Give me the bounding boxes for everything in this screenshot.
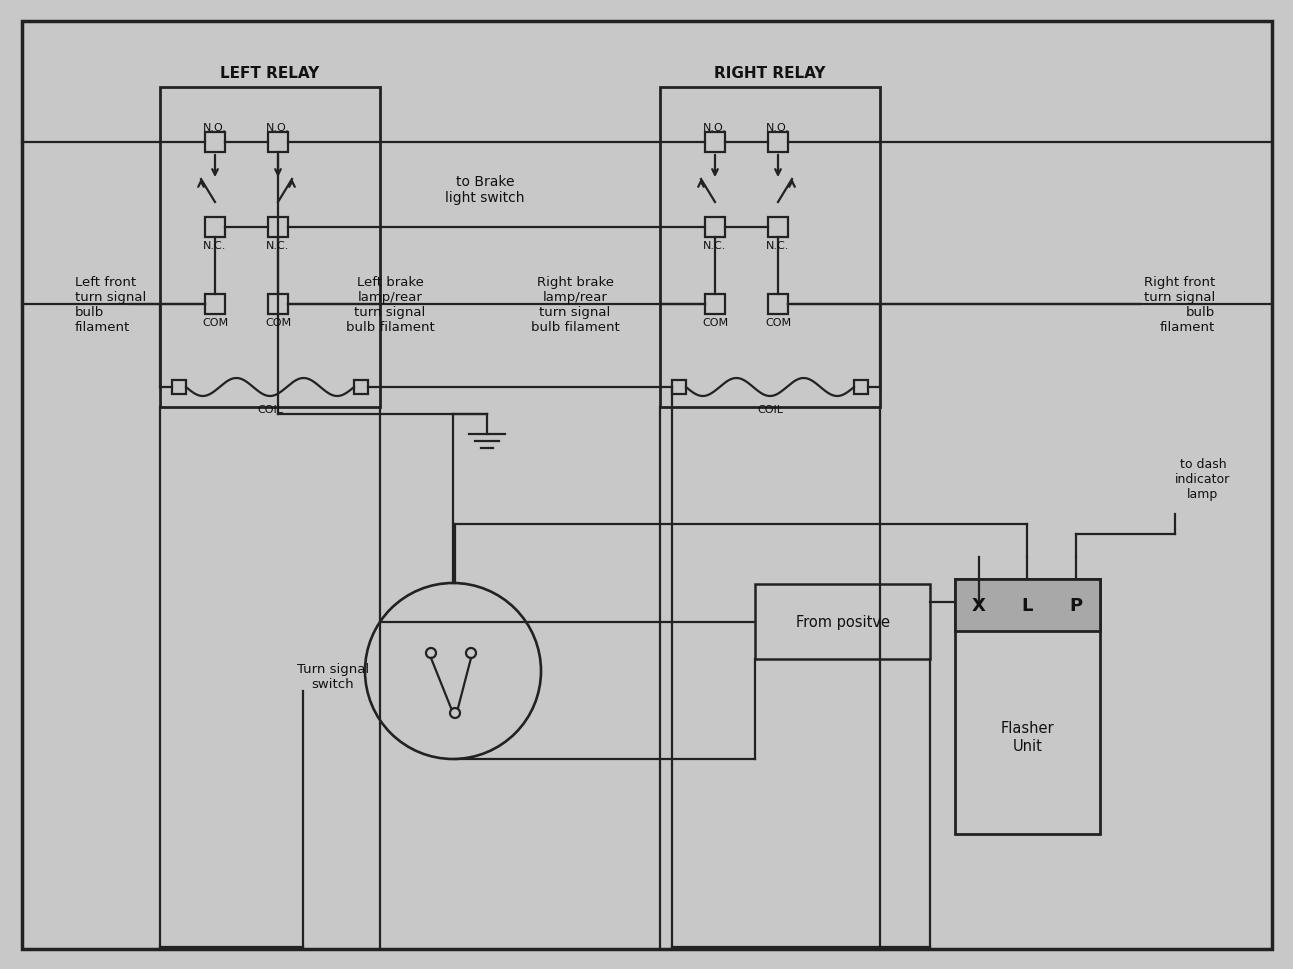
- Text: LEFT RELAY: LEFT RELAY: [220, 66, 319, 80]
- Text: RIGHT RELAY: RIGHT RELAY: [714, 66, 826, 80]
- Text: N.C.: N.C.: [703, 240, 727, 251]
- Text: Left brake
lamp/rear
turn signal
bulb filament: Left brake lamp/rear turn signal bulb fi…: [345, 276, 434, 333]
- Text: N.O.: N.O.: [203, 123, 228, 133]
- Text: COM: COM: [765, 318, 791, 328]
- Text: L: L: [1021, 596, 1033, 614]
- Text: Right brake
lamp/rear
turn signal
bulb filament: Right brake lamp/rear turn signal bulb f…: [530, 276, 619, 333]
- Bar: [160, 88, 380, 408]
- Bar: [172, 381, 186, 394]
- Bar: [659, 88, 881, 408]
- Bar: [672, 381, 687, 394]
- Text: to dash
indicator
lamp: to dash indicator lamp: [1175, 458, 1231, 501]
- Text: X: X: [972, 596, 987, 614]
- Text: to Brake
light switch: to Brake light switch: [445, 174, 525, 204]
- Text: Flasher
Unit: Flasher Unit: [1001, 721, 1054, 753]
- Bar: [268, 218, 288, 237]
- Text: COM: COM: [702, 318, 728, 328]
- Bar: [705, 295, 725, 315]
- Text: N.O.: N.O.: [765, 123, 790, 133]
- Text: P: P: [1069, 596, 1082, 614]
- Bar: [956, 579, 1100, 632]
- Text: Left front
turn signal
bulb
filament: Left front turn signal bulb filament: [75, 276, 146, 333]
- Text: Turn signal
switch: Turn signal switch: [297, 663, 369, 690]
- Bar: [956, 579, 1100, 834]
- Bar: [705, 133, 725, 153]
- Text: N.C.: N.C.: [767, 240, 790, 251]
- Bar: [768, 295, 787, 315]
- Bar: [206, 218, 225, 237]
- Text: N.C.: N.C.: [266, 240, 290, 251]
- Bar: [354, 381, 369, 394]
- Bar: [206, 295, 225, 315]
- Bar: [755, 584, 930, 659]
- Text: COM: COM: [265, 318, 291, 328]
- Text: COIL: COIL: [756, 405, 784, 415]
- Text: COM: COM: [202, 318, 228, 328]
- Bar: [268, 295, 288, 315]
- Text: Right front
turn signal
bulb
filament: Right front turn signal bulb filament: [1144, 276, 1215, 333]
- Bar: [705, 218, 725, 237]
- Bar: [206, 133, 225, 153]
- Text: From positve: From positve: [795, 614, 890, 629]
- Text: N.C.: N.C.: [203, 240, 226, 251]
- Bar: [268, 133, 288, 153]
- Bar: [853, 381, 868, 394]
- Text: N.O.: N.O.: [703, 123, 727, 133]
- Bar: [768, 133, 787, 153]
- Text: COIL: COIL: [257, 405, 283, 415]
- Bar: [768, 218, 787, 237]
- Text: N.O.: N.O.: [266, 123, 290, 133]
